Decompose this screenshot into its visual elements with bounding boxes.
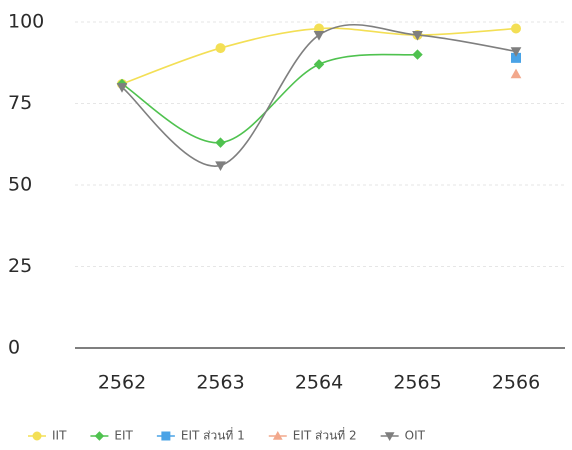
y-tick-label: 100: [8, 11, 44, 33]
data-point: [313, 30, 325, 41]
data-point: [412, 30, 423, 41]
x-tick-label: 2562: [98, 372, 146, 394]
legend-item: EIT: [90, 429, 134, 443]
data-point: [510, 47, 522, 57]
data-point: [215, 43, 226, 54]
legend-marker: [32, 431, 42, 441]
legend-label: EIT: [114, 429, 133, 443]
data-point: [510, 68, 522, 79]
x-tick-label: 2563: [196, 372, 244, 394]
legend: IIT EIT EIT ส่วนที่ 1 EIT ส่วนที่ 2 OIT: [28, 427, 426, 443]
data-point: [511, 23, 521, 34]
legend-item: EIT ส่วนที่ 1: [156, 427, 245, 443]
legend-marker: [94, 431, 105, 441]
legend-marker: [272, 430, 283, 440]
legend-item: IIT: [28, 429, 67, 443]
legend-label: IIT: [52, 429, 67, 443]
data-point: [215, 161, 226, 171]
y-tick-label: 0: [8, 337, 20, 359]
legend-label: OIT: [405, 429, 426, 443]
data-point: [215, 137, 226, 148]
data-point: [313, 59, 325, 70]
y-tick-label: 25: [8, 255, 32, 277]
series: [116, 23, 522, 171]
series-line: [121, 53, 418, 144]
legend-label: EIT ส่วนที่ 2: [293, 427, 357, 443]
legend-marker: [384, 432, 395, 442]
y-tick-label: 75: [8, 92, 32, 114]
data-point: [412, 49, 423, 60]
x-tick-label: 2564: [295, 372, 343, 394]
series: [510, 68, 522, 79]
legend-marker: [161, 431, 171, 441]
series-line: [121, 23, 517, 167]
legend-label: EIT ส่วนที่ 1: [181, 427, 245, 443]
legend-item: EIT ส่วนที่ 2: [268, 427, 357, 443]
x-tick-label: 2565: [393, 372, 441, 394]
data-point: [116, 83, 128, 93]
y-tick-label: 50: [8, 174, 32, 196]
legend-item: OIT: [380, 429, 426, 443]
x-tick-label: 2566: [492, 372, 540, 394]
